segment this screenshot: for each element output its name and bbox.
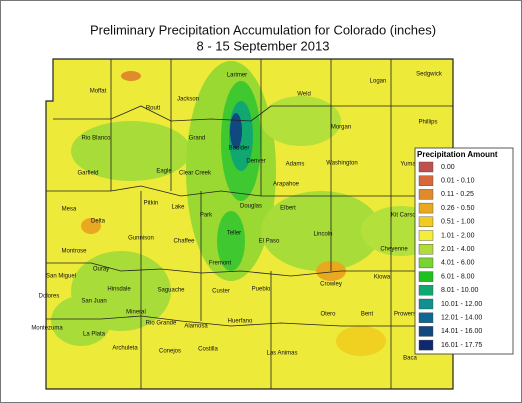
legend-label: 0.01 - 0.10: [441, 178, 475, 185]
legend-swatch: [418, 202, 434, 214]
county-label: La Plata: [83, 332, 106, 338]
legend-title: Precipitation Amount: [417, 150, 498, 159]
legend-label: 0.26 - 0.50: [441, 205, 475, 212]
county-label: Delta: [91, 219, 106, 225]
legend-label: 1.01 - 2.00: [441, 232, 475, 239]
county-label: Montrose: [61, 249, 87, 255]
legend-label: 0.51 - 1.00: [441, 219, 475, 226]
county-label: Custer: [212, 289, 230, 295]
county-label: Hinsdale: [107, 287, 131, 293]
county-label: Pitkin: [144, 201, 159, 207]
county-label: Arapahoe: [273, 182, 300, 188]
legend-label: 0.11 - 0.25: [441, 191, 474, 198]
county-label: Baca: [403, 356, 417, 362]
county-label: Lincoln: [313, 232, 332, 238]
legend-label: 14.01 - 16.00: [441, 328, 482, 335]
legend-label: 6.01 - 8.00: [441, 273, 475, 280]
legend-swatch: [418, 271, 434, 282]
county-label: Ouray: [93, 267, 109, 273]
county-label: Montezuma: [31, 326, 63, 332]
legend-swatch: [418, 175, 434, 186]
county-label: Sedgwick: [416, 72, 443, 78]
legend-label: 12.01 - 14.00: [441, 315, 482, 322]
legend-swatch: [418, 257, 434, 269]
county-label: Eagle: [156, 169, 172, 175]
legend-swatch: [418, 312, 434, 323]
county-label: Crowley: [320, 282, 342, 288]
legend-swatch: [418, 339, 434, 351]
legend-swatch: [418, 230, 434, 241]
legend-swatch: [418, 326, 434, 337]
county-lines: [45, 58, 454, 390]
county-label: Garfield: [77, 171, 98, 177]
county-label: Washington: [326, 161, 357, 167]
legend-label: 2.01 - 4.00: [441, 246, 475, 253]
legend-swatch: [418, 189, 434, 200]
county-label: Costilla: [198, 347, 218, 353]
county-label: Archuleta: [112, 346, 138, 352]
county-label: Moffat: [90, 89, 107, 95]
county-label: Gunnison: [128, 236, 154, 242]
subtitle: 8 - 15 September 2013: [197, 38, 330, 53]
county-label: Elbert: [280, 206, 296, 212]
legend-label: 0.00: [441, 164, 455, 171]
county-label: San Miguel: [46, 274, 76, 280]
county-label: Larimer: [227, 73, 247, 79]
county-label: Otero: [320, 312, 336, 318]
legend-swatch: [418, 298, 434, 310]
county-label: Kiowa: [374, 275, 391, 281]
county-label: Alamosa: [184, 324, 208, 330]
county-label: Grand: [189, 136, 206, 142]
county-label: Weld: [297, 92, 311, 98]
county-label: Chaffee: [174, 239, 196, 245]
legend-label: 4.01 - 6.00: [441, 260, 475, 267]
county-label: Lake: [171, 205, 185, 211]
county-label: Rio Grande: [146, 321, 177, 327]
county-label: Kit Carson: [391, 213, 419, 219]
legend-swatch: [418, 216, 434, 228]
county-label: Clear Creek: [179, 171, 212, 177]
legend-swatch: [418, 243, 434, 255]
legend-swatch: [418, 161, 434, 173]
county-label: Saguache: [157, 288, 185, 294]
county-label: Huerfano: [228, 319, 253, 325]
county-label: Dolores: [39, 294, 60, 300]
county-label: Rio Blanco: [81, 136, 111, 142]
county-label: Prowers: [394, 312, 416, 318]
precip-field: [46, 59, 453, 389]
county-label: Phillips: [418, 120, 437, 126]
county-label: Mineral: [126, 310, 146, 316]
county-label: Conejos: [159, 349, 181, 355]
county-label: Las Animas: [266, 351, 297, 357]
county-label: Logan: [370, 79, 387, 85]
county-label: El Paso: [259, 239, 280, 245]
title: Preliminary Precipitation Accumulation f…: [90, 22, 436, 37]
legend-swatch: [418, 285, 434, 296]
county-label: Teller: [227, 231, 241, 237]
county-label: Fremont: [209, 261, 232, 267]
county-label: Yuma: [400, 162, 416, 168]
county-label: Douglas: [240, 204, 262, 210]
county-label: Mesa: [62, 207, 77, 213]
legend-label: 10.01 - 12.00: [441, 301, 482, 308]
county-label: Boulder: [229, 146, 250, 152]
county-label: Bent: [361, 312, 374, 318]
county-label: Denver: [246, 159, 265, 165]
county-label: Jackson: [177, 97, 199, 103]
county-label: Routt: [146, 106, 161, 112]
county-label: Park: [200, 213, 213, 219]
legend-label: 8.01 - 10.00: [441, 287, 478, 294]
county-label: Morgan: [331, 125, 351, 131]
county-label: Adams: [286, 162, 305, 168]
county-label: Cheyenne: [380, 247, 408, 253]
county-label: San Juan: [81, 299, 106, 305]
county-label: Pueblo: [252, 287, 271, 293]
legend-label: 16.01 - 17.75: [441, 342, 482, 349]
